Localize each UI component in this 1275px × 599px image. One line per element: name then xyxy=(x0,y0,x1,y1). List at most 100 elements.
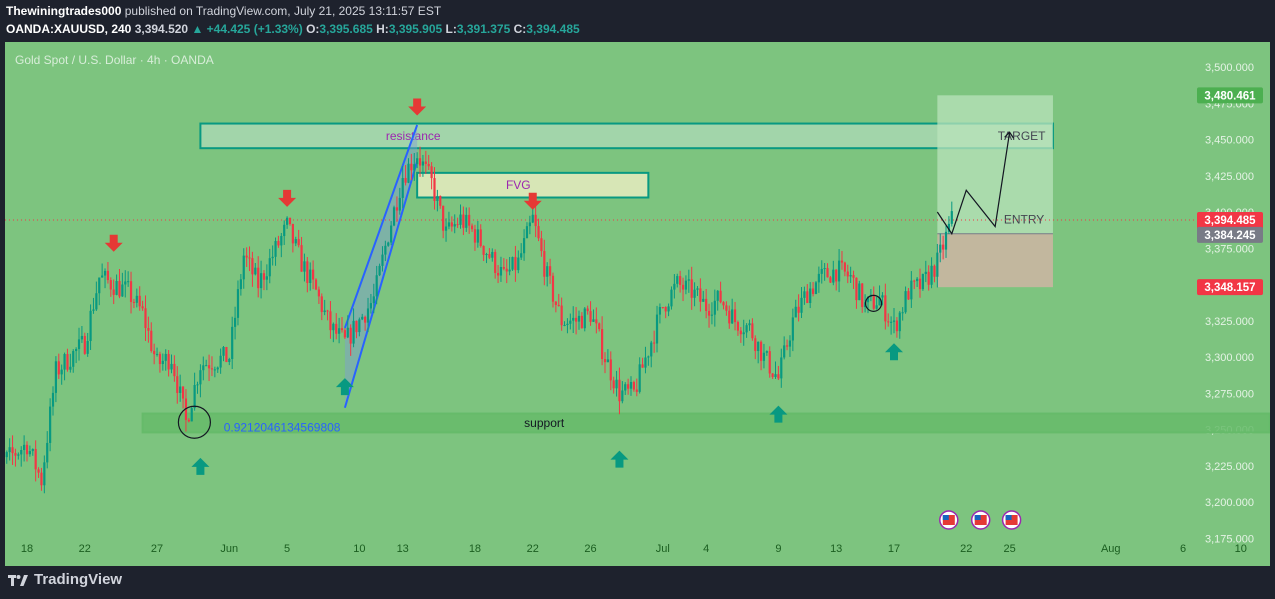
candle-body xyxy=(707,310,711,316)
candle xyxy=(326,309,329,321)
candle xyxy=(297,229,300,248)
candle-body xyxy=(702,298,705,302)
candle-body xyxy=(369,303,373,309)
candle-body xyxy=(927,271,930,285)
candle-body xyxy=(158,353,162,365)
candle-body xyxy=(774,374,777,377)
chart-frame[interactable]: Gold Spot / U.S. Dollar · 4h · OANDA 3,17… xyxy=(5,42,1270,566)
candle xyxy=(835,269,838,291)
candle-body xyxy=(592,319,595,322)
candle xyxy=(421,154,425,177)
candle-body xyxy=(245,255,248,258)
candle xyxy=(624,382,627,395)
candle xyxy=(196,381,199,394)
candle xyxy=(797,294,800,322)
candle xyxy=(381,246,384,272)
candle xyxy=(242,248,245,289)
candle-body xyxy=(788,340,792,347)
candle xyxy=(621,381,624,404)
candle xyxy=(462,206,465,236)
candle xyxy=(63,352,66,381)
price-label-box xyxy=(1197,226,1263,243)
y-tick-label: 3,450.000 xyxy=(1205,135,1254,147)
low-value: 3,391.375 xyxy=(456,22,511,36)
candle-body xyxy=(843,262,846,272)
candle-body xyxy=(257,267,260,289)
candle xyxy=(303,253,306,282)
candle xyxy=(803,286,806,305)
candle xyxy=(349,324,352,356)
candle-body xyxy=(609,359,612,381)
candle-body xyxy=(895,320,898,332)
fib-label: 0.9212046134569808 xyxy=(224,421,341,435)
candle xyxy=(187,418,190,423)
candle-body xyxy=(548,266,552,276)
tradingview-brand: TradingView xyxy=(34,571,123,588)
candle xyxy=(791,308,794,352)
candle xyxy=(37,467,40,478)
candle xyxy=(754,335,757,360)
candle-body xyxy=(326,310,329,312)
candle xyxy=(693,282,696,307)
price-chart[interactable]: Gold Spot / U.S. Dollar · 4h · OANDA 3,17… xyxy=(5,42,1270,566)
candle-body xyxy=(855,277,858,301)
candle xyxy=(193,372,196,411)
y-tick-label: 3,425.000 xyxy=(1205,171,1254,183)
candle xyxy=(800,287,803,319)
candle-body xyxy=(447,222,451,227)
candle xyxy=(494,249,497,279)
candle xyxy=(537,218,540,242)
candle-body xyxy=(216,367,219,370)
candle xyxy=(213,366,216,378)
candle xyxy=(731,298,734,325)
candle-body xyxy=(473,229,477,243)
candle-body xyxy=(520,253,523,258)
candle xyxy=(713,289,716,327)
candle xyxy=(236,280,240,326)
publisher-name[interactable]: Thewiningtrades000 xyxy=(6,4,122,18)
candle-body xyxy=(713,300,716,315)
candle xyxy=(465,207,468,232)
highlight-circle xyxy=(864,294,883,312)
candle-body xyxy=(522,238,526,254)
candle-body xyxy=(462,214,465,228)
candle-body xyxy=(907,291,910,300)
up-arrow-icon xyxy=(191,457,210,475)
candle xyxy=(147,316,150,343)
candle-body xyxy=(28,451,31,455)
candle-body xyxy=(364,316,367,323)
x-tick-label: 22 xyxy=(527,543,539,555)
close-label: C: xyxy=(513,22,527,36)
candle-body xyxy=(83,335,86,354)
candle-body xyxy=(271,256,274,259)
candle xyxy=(687,269,690,293)
candle-body xyxy=(161,360,164,365)
candle xyxy=(274,237,277,266)
candle-body xyxy=(46,442,49,463)
x-tick-label: Jul xyxy=(656,543,670,555)
candle xyxy=(369,293,373,314)
symbol-name[interactable]: OANDA:XAUUSD, 240 xyxy=(6,22,132,36)
candle xyxy=(257,256,260,298)
candle-body xyxy=(121,284,124,297)
candle xyxy=(670,286,673,310)
channel-fill xyxy=(344,125,418,408)
candle xyxy=(69,353,72,373)
tradingview-footer[interactable]: TradingView xyxy=(8,571,122,588)
candle-body xyxy=(11,447,14,454)
candle xyxy=(323,299,326,316)
x-tick-label: 6 xyxy=(1180,543,1186,555)
candle xyxy=(872,286,875,310)
candle xyxy=(780,348,783,388)
candle xyxy=(762,343,766,369)
candle-body xyxy=(124,281,127,285)
candle-body xyxy=(248,257,251,259)
y-tick-label: 3,225.000 xyxy=(1205,461,1254,473)
candle-body xyxy=(280,236,283,246)
candle xyxy=(907,287,910,301)
candle-body xyxy=(910,280,913,300)
candle-body xyxy=(251,258,254,275)
stop-zone xyxy=(937,233,1053,288)
candle-body xyxy=(814,282,818,294)
candle xyxy=(757,341,760,364)
